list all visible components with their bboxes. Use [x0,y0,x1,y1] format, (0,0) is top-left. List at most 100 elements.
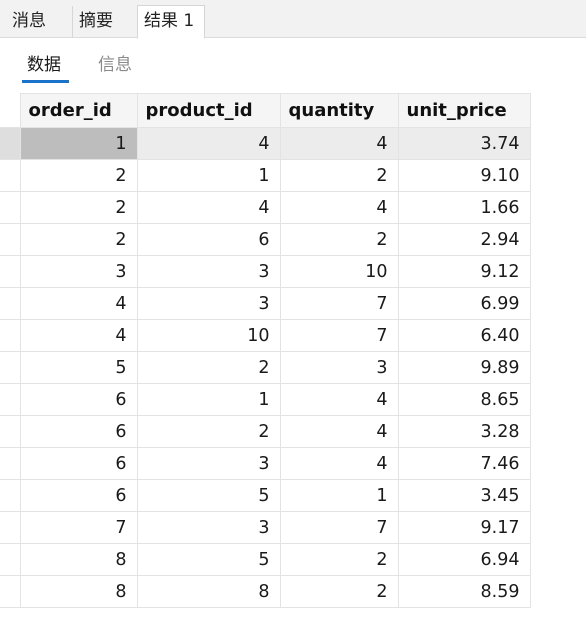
product-id-cell[interactable]: 3 [136,287,281,320]
quantity-cell[interactable]: 4 [279,415,399,448]
order-id-cell[interactable]: 2 [19,191,138,224]
tab-messages[interactable]: 消息 [12,11,46,31]
table-row[interactable]: 5 2 3 9.89 [0,351,531,384]
product-id-cell[interactable]: 10 [136,319,281,352]
row-selector[interactable] [0,575,21,608]
subtab-data[interactable]: 数据 [27,55,61,75]
table-row[interactable]: 6 1 4 8.65 [0,383,531,416]
row-selector[interactable] [0,447,21,480]
quantity-cell[interactable]: 2 [279,575,399,608]
row-selector[interactable] [0,255,21,288]
row-selector[interactable] [0,191,21,224]
order-id-cell[interactable]: 1 [19,127,138,160]
order-id-cell[interactable]: 6 [19,415,138,448]
row-selector[interactable] [0,159,21,192]
quantity-cell[interactable]: 7 [279,319,399,352]
unit-price-cell[interactable]: 6.94 [397,543,531,576]
row-selector[interactable] [0,543,21,576]
unit-price-cell[interactable]: 9.89 [397,351,531,384]
product-id-cell[interactable]: 4 [136,127,281,160]
order-id-cell[interactable]: 6 [19,383,138,416]
unit-price-cell[interactable]: 1.66 [397,191,531,224]
row-selector[interactable] [0,479,21,512]
product-id-cell[interactable]: 5 [136,479,281,512]
table-row[interactable]: 6 2 4 3.28 [0,415,531,448]
unit-price-cell[interactable]: 3.74 [397,127,531,160]
order-id-cell[interactable]: 2 [19,159,138,192]
order-id-cell[interactable]: 4 [19,319,138,352]
quantity-cell[interactable]: 2 [279,223,399,256]
unit-price-cell[interactable]: 6.40 [397,319,531,352]
quantity-cell[interactable]: 4 [279,383,399,416]
unit-price-cell[interactable]: 3.45 [397,479,531,512]
order-id-cell[interactable]: 8 [19,543,138,576]
product-id-cell[interactable]: 1 [136,383,281,416]
quantity-cell[interactable]: 3 [279,351,399,384]
unit-price-cell[interactable]: 6.99 [397,287,531,320]
order-id-cell[interactable]: 6 [19,479,138,512]
quantity-cell[interactable]: 7 [279,287,399,320]
order-id-cell[interactable]: 6 [19,447,138,480]
quantity-cell[interactable]: 4 [279,191,399,224]
column-header-order-id[interactable]: order_id [19,93,138,128]
product-id-cell[interactable]: 1 [136,159,281,192]
table-row[interactable]: 6 5 1 3.45 [0,479,531,512]
table-row[interactable]: 8 5 2 6.94 [0,543,531,576]
unit-price-cell[interactable]: 9.10 [397,159,531,192]
tab-result-1[interactable]: 结果 1 [137,5,205,39]
row-selector[interactable] [0,287,21,320]
table-row[interactable]: 2 1 2 9.10 [0,159,531,192]
product-id-cell[interactable]: 5 [136,543,281,576]
product-id-cell[interactable]: 4 [136,191,281,224]
product-id-cell[interactable]: 3 [136,255,281,288]
quantity-cell[interactable]: 4 [279,127,399,160]
table-row[interactable]: 3 3 10 9.12 [0,255,531,288]
table-header-row: order_id product_id quantity unit_price [0,93,531,128]
row-selector[interactable] [0,511,21,544]
column-header-unit-price[interactable]: unit_price [397,93,531,128]
row-selector[interactable] [0,127,21,160]
row-selector[interactable] [0,223,21,256]
unit-price-cell[interactable]: 9.12 [397,255,531,288]
order-id-cell[interactable]: 5 [19,351,138,384]
quantity-cell[interactable]: 7 [279,511,399,544]
unit-price-cell[interactable]: 8.65 [397,383,531,416]
unit-price-cell[interactable]: 2.94 [397,223,531,256]
order-id-cell[interactable]: 2 [19,223,138,256]
table-row[interactable]: 4 10 7 6.40 [0,319,531,352]
unit-price-cell[interactable]: 3.28 [397,415,531,448]
order-id-cell[interactable]: 3 [19,255,138,288]
table-row[interactable]: 2 6 2 2.94 [0,223,531,256]
tab-summary[interactable]: 摘要 [72,6,134,38]
row-selector[interactable] [0,319,21,352]
order-id-cell[interactable]: 8 [19,575,138,608]
unit-price-cell[interactable]: 8.59 [397,575,531,608]
table-row[interactable]: 2 4 4 1.66 [0,191,531,224]
table-row[interactable]: 8 8 2 8.59 [0,575,531,608]
order-id-cell[interactable]: 4 [19,287,138,320]
table-row[interactable]: 1 4 4 3.74 [0,127,531,160]
order-id-cell[interactable]: 7 [19,511,138,544]
quantity-cell[interactable]: 1 [279,479,399,512]
product-id-cell[interactable]: 6 [136,223,281,256]
table-row[interactable]: 7 3 7 9.17 [0,511,531,544]
product-id-cell[interactable]: 2 [136,415,281,448]
quantity-cell[interactable]: 2 [279,543,399,576]
subtab-info[interactable]: 信息 [98,55,132,75]
product-id-cell[interactable]: 3 [136,511,281,544]
table-row[interactable]: 4 3 7 6.99 [0,287,531,320]
unit-price-cell[interactable]: 7.46 [397,447,531,480]
row-selector[interactable] [0,351,21,384]
column-header-product-id[interactable]: product_id [136,93,281,128]
row-selector[interactable] [0,415,21,448]
unit-price-cell[interactable]: 9.17 [397,511,531,544]
quantity-cell[interactable]: 2 [279,159,399,192]
product-id-cell[interactable]: 3 [136,447,281,480]
table-row[interactable]: 6 3 4 7.46 [0,447,531,480]
product-id-cell[interactable]: 8 [136,575,281,608]
product-id-cell[interactable]: 2 [136,351,281,384]
quantity-cell[interactable]: 4 [279,447,399,480]
row-selector[interactable] [0,383,21,416]
column-header-quantity[interactable]: quantity [279,93,399,128]
quantity-cell[interactable]: 10 [279,255,399,288]
